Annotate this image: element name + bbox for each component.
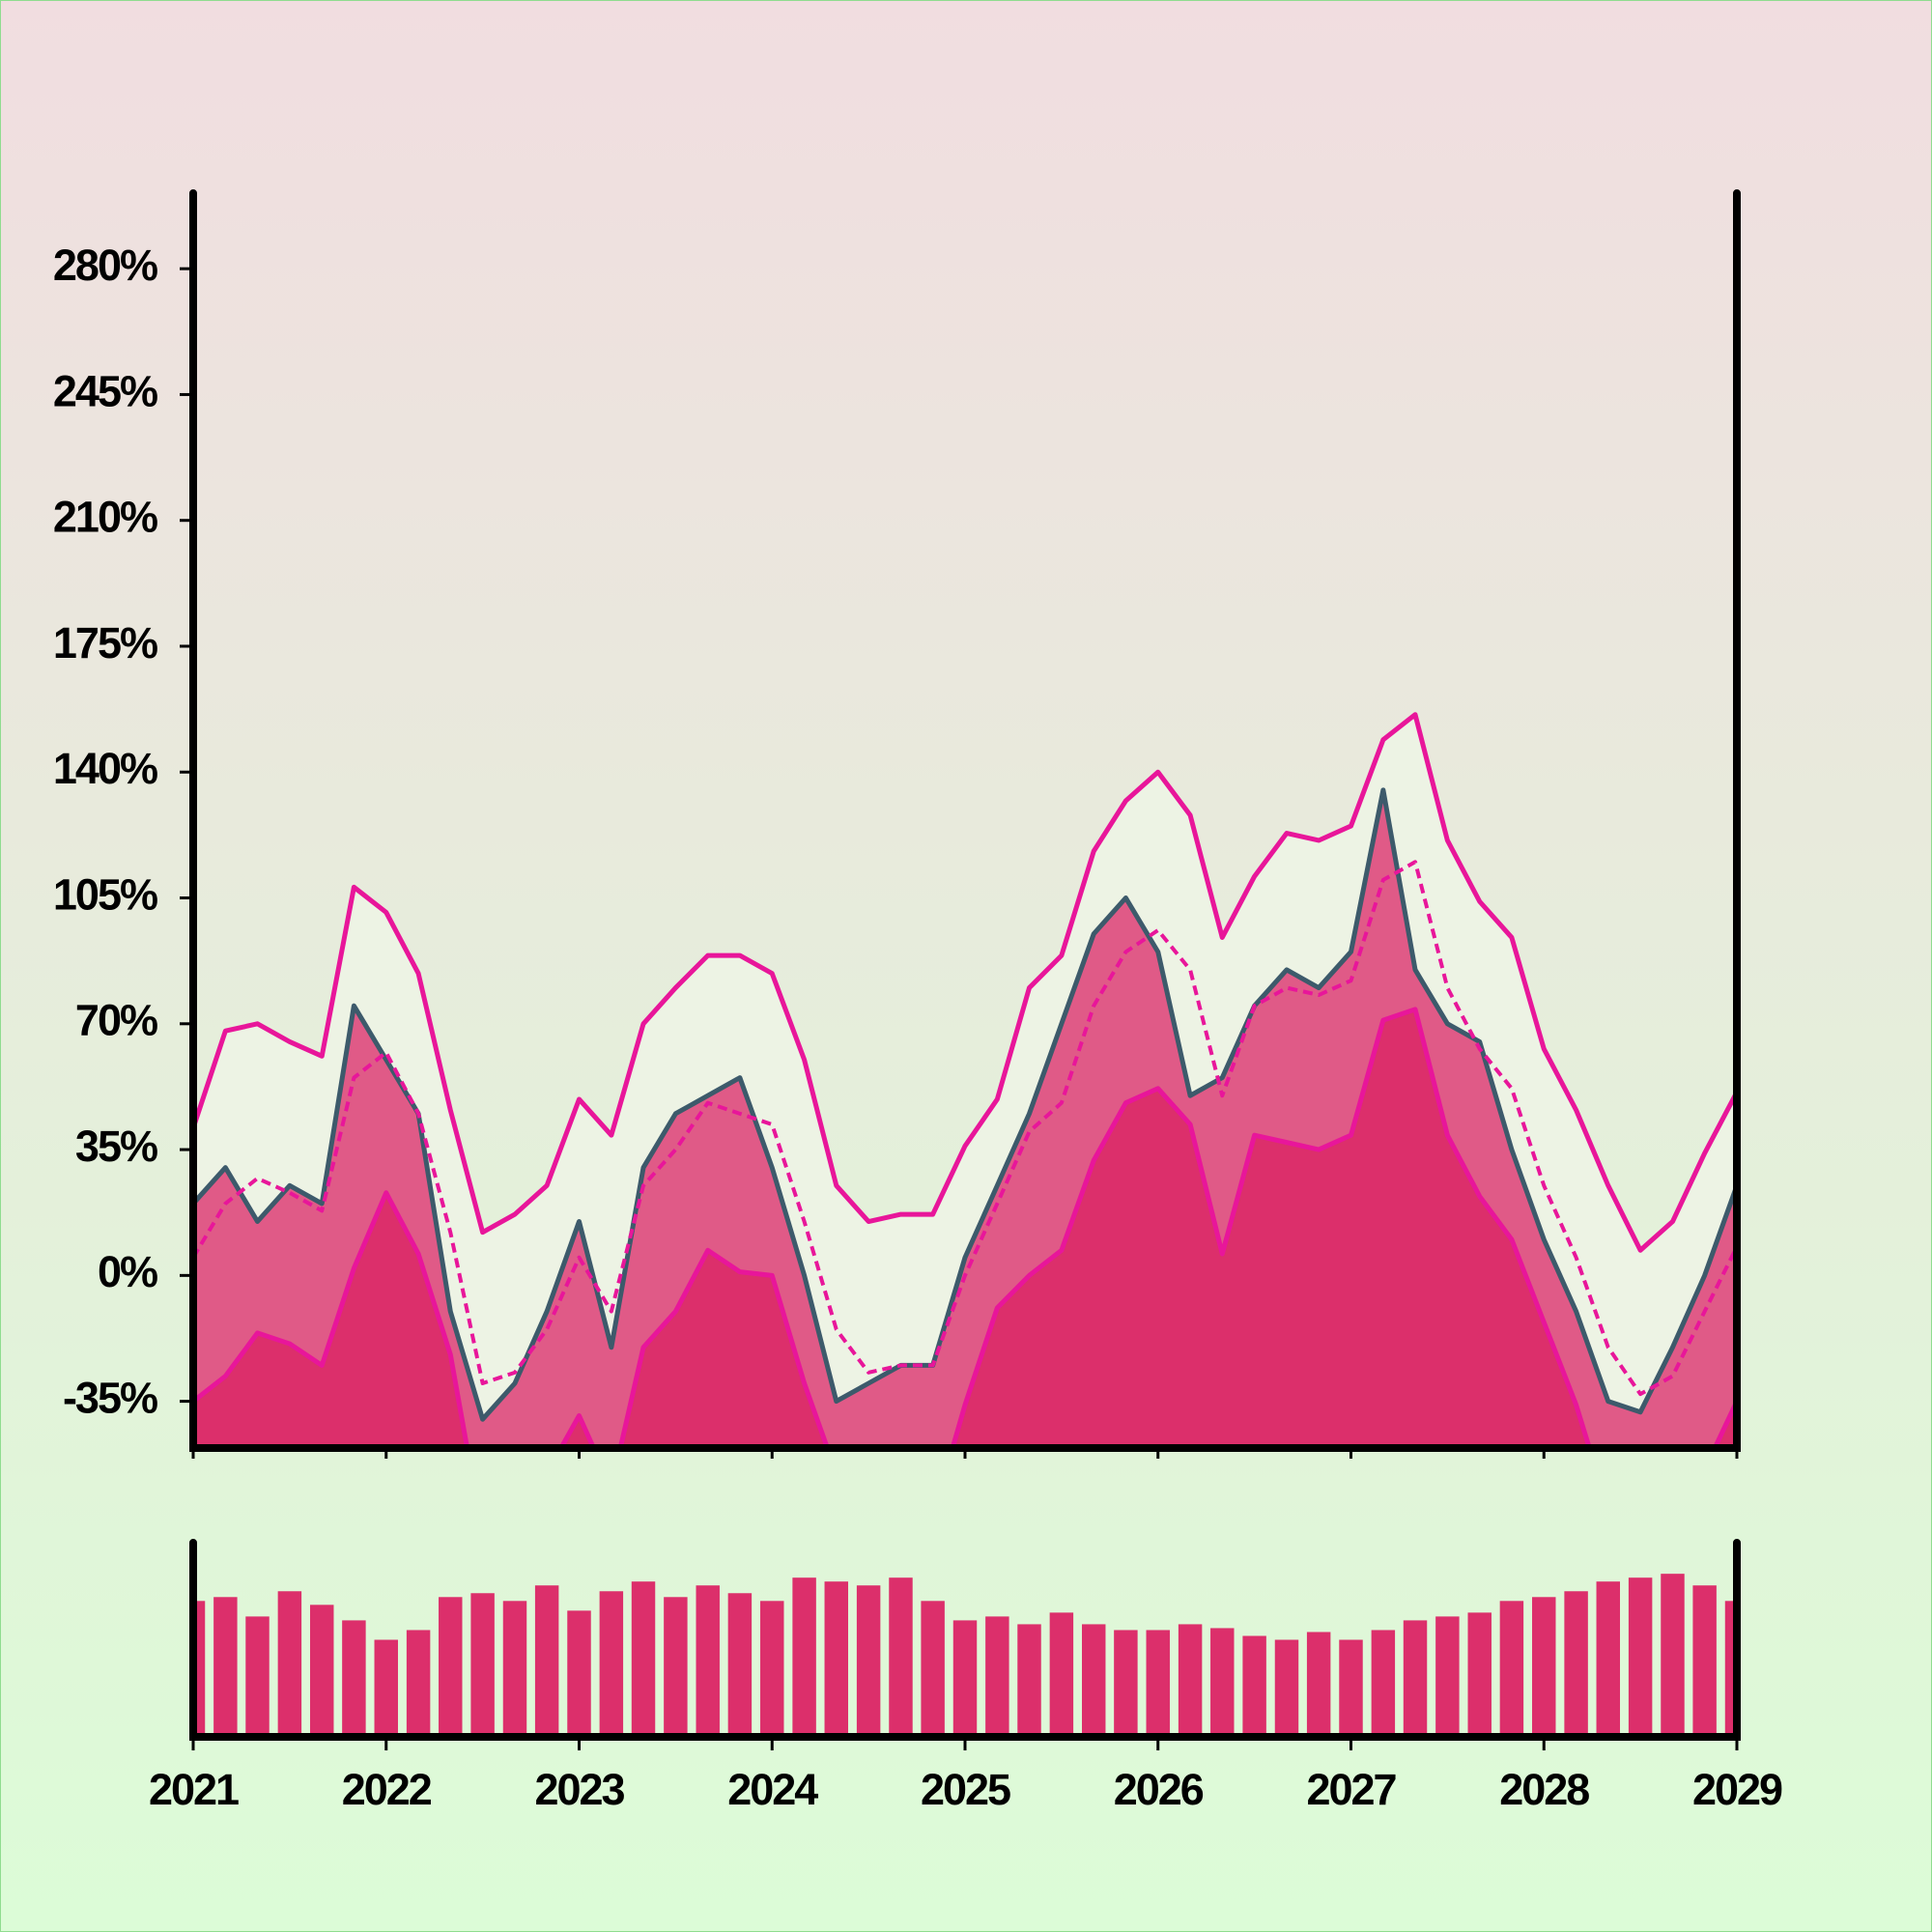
volume-bar xyxy=(631,1581,656,1737)
volume-bar xyxy=(1114,1630,1138,1737)
volume-bar xyxy=(1692,1585,1717,1737)
area-fill xyxy=(193,1009,1737,1448)
volume-bar xyxy=(985,1616,1009,1737)
volume-bar xyxy=(1242,1635,1266,1737)
volume-bar xyxy=(439,1597,463,1737)
y-tick-label: -35% xyxy=(63,1374,157,1423)
y-tick-label: 0% xyxy=(98,1247,157,1296)
y-tick-label: 70% xyxy=(75,996,157,1045)
volume-plot xyxy=(193,1574,1737,1737)
volume-bar xyxy=(406,1630,431,1737)
volume-bar xyxy=(1049,1612,1074,1737)
volume-bar xyxy=(534,1585,559,1737)
x-tick-label: 2025 xyxy=(921,1765,1010,1814)
volume-bar xyxy=(1017,1624,1041,1737)
volume-bar xyxy=(1532,1597,1556,1737)
x-tick-label: 2026 xyxy=(1114,1765,1204,1814)
volume-bar xyxy=(921,1601,945,1737)
axes: -35% 0% 35% 70% 105% 140% 175% 210% 245% 280% 2021… xyxy=(53,189,1784,1814)
y-tick-label: 35% xyxy=(75,1122,157,1171)
volume-bar xyxy=(502,1601,527,1737)
series-line xyxy=(193,712,1737,1253)
volume-bar xyxy=(567,1610,591,1737)
volume-bar xyxy=(1435,1616,1460,1737)
x-tick-label: 2023 xyxy=(534,1765,624,1814)
x-tick-label: 2029 xyxy=(1692,1765,1782,1814)
volume-bar xyxy=(470,1593,495,1737)
volume-bar xyxy=(1210,1628,1235,1737)
volume-bar xyxy=(374,1639,398,1737)
volume-bar xyxy=(1082,1624,1106,1737)
volume-bar xyxy=(1306,1632,1331,1737)
volume-bar xyxy=(1178,1624,1203,1737)
volume-bar xyxy=(1661,1574,1685,1737)
series-line xyxy=(193,787,1737,1422)
volume-bar xyxy=(696,1585,720,1737)
volume-bar xyxy=(792,1577,816,1737)
volume-bar xyxy=(245,1616,270,1737)
volume-bar xyxy=(1274,1639,1299,1737)
volume-bar xyxy=(664,1597,688,1737)
y-tick-label: 140% xyxy=(53,744,157,793)
x-tick-label: 2022 xyxy=(342,1765,432,1814)
volume-bar xyxy=(342,1620,366,1737)
volume-bar xyxy=(952,1620,978,1737)
y-tick-label: 105% xyxy=(53,869,157,919)
volume-bar xyxy=(760,1601,784,1737)
volume-bar xyxy=(727,1593,753,1737)
volume-bar xyxy=(599,1591,624,1737)
volume-bar xyxy=(1499,1601,1524,1737)
x-tick-label: 2024 xyxy=(727,1765,818,1814)
volume-bar xyxy=(889,1577,913,1737)
price-plot xyxy=(193,712,1737,1448)
volume-bar xyxy=(1339,1639,1363,1737)
y-tick-label: 210% xyxy=(53,493,157,542)
series-line xyxy=(193,860,1737,1397)
volume-bar xyxy=(277,1591,302,1737)
volume-bar xyxy=(1371,1630,1396,1737)
series-line xyxy=(193,1007,1737,1448)
y-tick-label: 245% xyxy=(53,366,157,415)
volume-bar xyxy=(1596,1581,1620,1737)
volume-bar xyxy=(1564,1591,1588,1737)
volume-bar xyxy=(310,1605,334,1737)
volume-bar xyxy=(1467,1612,1492,1737)
volume-bar xyxy=(213,1597,238,1737)
volume-bar xyxy=(824,1581,848,1737)
x-tick-label: 2028 xyxy=(1499,1765,1589,1814)
volume-bar xyxy=(856,1585,881,1737)
x-tick-label: 2027 xyxy=(1306,1765,1396,1814)
volume-bar xyxy=(1628,1577,1653,1737)
y-tick-label: 175% xyxy=(53,618,157,668)
volume-bar xyxy=(1403,1620,1428,1737)
volume-bar xyxy=(1146,1630,1170,1737)
y-tick-label: 280% xyxy=(53,241,157,290)
x-tick-label: 2021 xyxy=(149,1765,239,1814)
